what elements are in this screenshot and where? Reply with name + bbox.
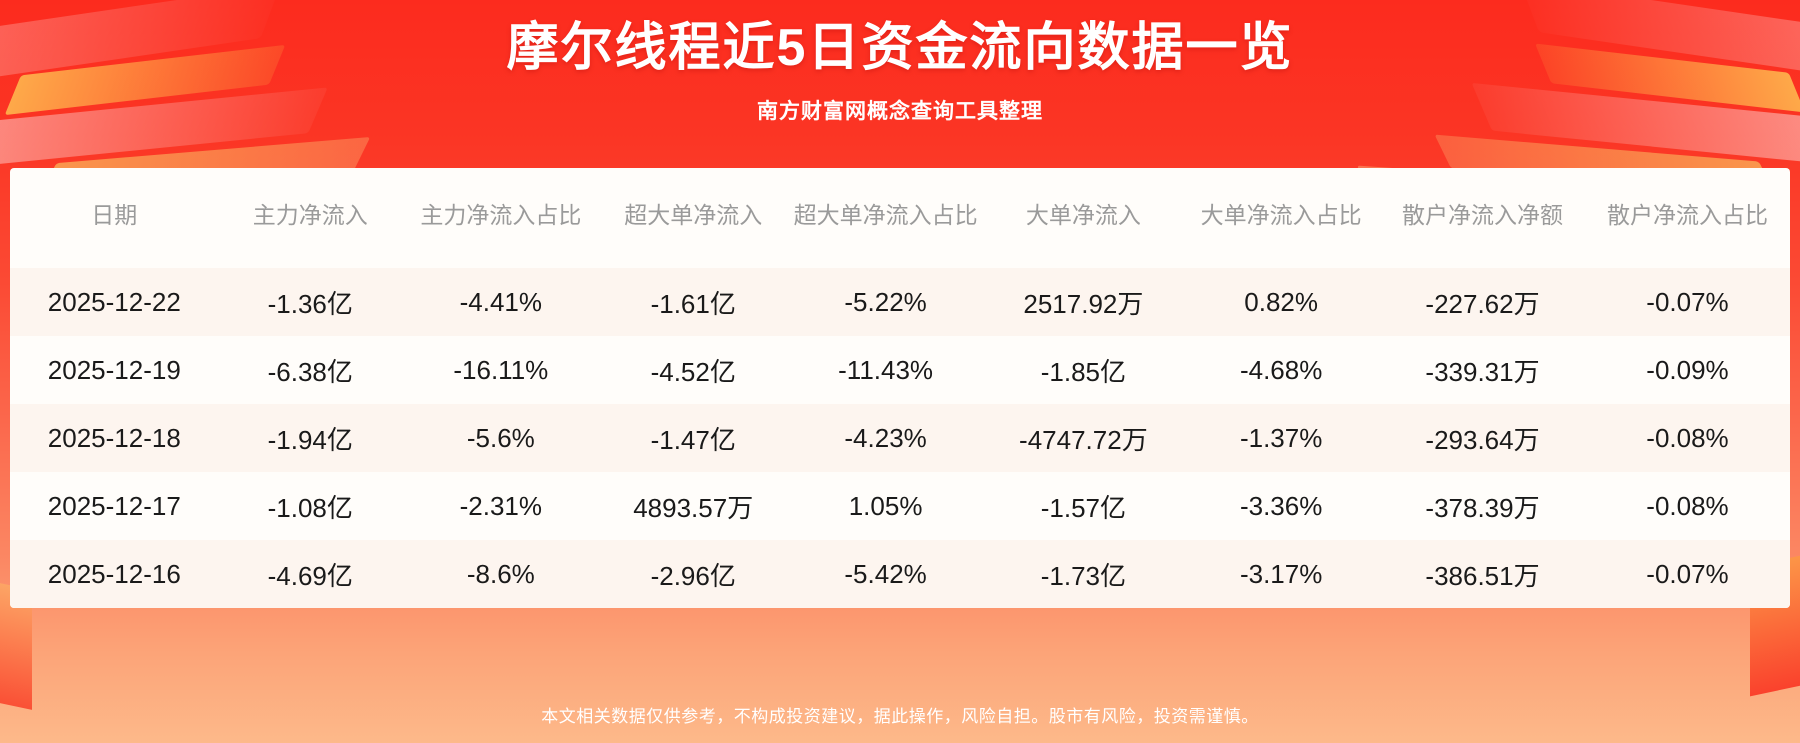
disclaimer-text: 本文相关数据仅供参考，不构成投资建议，据此操作，风险自担。股市有风险，投资需谨慎… <box>541 707 1259 726</box>
page-title: 摩尔线程近5日资金流向数据一览 <box>506 19 1294 77</box>
table-row: 2025-12-17 -1.08亿 -2.31% 4893.57万 1.05% … <box>10 472 1790 540</box>
cell-large-net-inflow: -1.73亿 <box>984 540 1183 608</box>
column-header-retail-net-inflow-amount: 散户净流入净额 <box>1402 202 1564 229</box>
cell-date: 2025-12-22 <box>10 268 219 336</box>
cell-main-net-inflow: -1.08亿 <box>218 472 402 540</box>
column-header-main-net-inflow: 主力净流入 <box>252 202 368 229</box>
column-header-super-large-net-inflow: 超大单净流入 <box>624 202 763 229</box>
cell-retail-net-inflow-amount: -293.64万 <box>1380 404 1585 472</box>
table-body: 2025-12-22 -1.36亿 -4.41% -1.61亿 -5.22% 2… <box>10 268 1790 608</box>
column-header-date: 日期 <box>91 202 138 229</box>
cell-main-net-inflow: -1.94亿 <box>218 404 402 472</box>
cell-retail-net-inflow-ratio: -0.09% <box>1585 336 1790 404</box>
table-header-row: 日期 主力净流入 主力净流入占比 超大单净流入 超大单净流入占比 大单净流入 大… <box>10 168 1790 268</box>
table-row: 2025-12-18 -1.94亿 -5.6% -1.47亿 -4.23% -4… <box>10 404 1790 472</box>
cell-main-net-inflow: -6.38亿 <box>218 336 402 404</box>
cell-main-net-inflow: -4.69亿 <box>218 540 402 608</box>
cell-large-net-inflow: -4747.72万 <box>984 404 1183 472</box>
page-header: 摩尔线程近5日资金流向数据一览 南方财富网概念查询工具整理 <box>0 0 1800 125</box>
cell-super-large-net-inflow-ratio: -5.42% <box>786 540 985 608</box>
cell-retail-net-inflow-amount: -386.51万 <box>1380 540 1585 608</box>
table-row: 2025-12-19 -6.38亿 -16.11% -4.52亿 -11.43%… <box>10 336 1790 404</box>
column-header-retail-net-inflow-ratio: 散户净流入占比 <box>1607 202 1768 229</box>
cell-super-large-net-inflow: 4893.57万 <box>599 472 787 540</box>
cell-main-net-inflow-ratio: -5.6% <box>401 404 600 472</box>
cell-large-net-inflow-ratio: -3.17% <box>1182 540 1381 608</box>
cell-date: 2025-12-18 <box>10 404 219 472</box>
cell-retail-net-inflow-ratio: -0.08% <box>1585 404 1790 472</box>
cell-large-net-inflow: 2517.92万 <box>984 268 1183 336</box>
cell-retail-net-inflow-amount: -378.39万 <box>1380 472 1585 540</box>
table-row: 2025-12-16 -4.69亿 -8.6% -2.96亿 -5.42% -1… <box>10 540 1790 608</box>
page-subtitle: 南方财富网概念查询工具整理 <box>757 100 1043 124</box>
cell-large-net-inflow: -1.57亿 <box>984 472 1183 540</box>
cell-main-net-inflow-ratio: -8.6% <box>401 540 600 608</box>
cell-retail-net-inflow-ratio: -0.08% <box>1585 472 1790 540</box>
cell-retail-net-inflow-ratio: -0.07% <box>1585 268 1790 336</box>
cell-super-large-net-inflow-ratio: 1.05% <box>786 472 985 540</box>
cell-retail-net-inflow-amount: -339.31万 <box>1380 336 1585 404</box>
data-table-card: 南方财富网 Southmoney.com 日期 主力净流入 主力净流入占比 超大… <box>10 168 1790 608</box>
cell-super-large-net-inflow: -1.47亿 <box>599 404 787 472</box>
cell-retail-net-inflow-ratio: -0.07% <box>1585 540 1790 608</box>
cell-date: 2025-12-16 <box>10 540 219 608</box>
cell-large-net-inflow-ratio: 0.82% <box>1182 268 1381 336</box>
cell-main-net-inflow: -1.36亿 <box>218 268 402 336</box>
cell-main-net-inflow-ratio: -2.31% <box>401 472 600 540</box>
cell-super-large-net-inflow-ratio: -5.22% <box>786 268 985 336</box>
cell-date: 2025-12-17 <box>10 472 219 540</box>
cell-super-large-net-inflow: -1.61亿 <box>599 268 787 336</box>
cell-large-net-inflow-ratio: -1.37% <box>1182 404 1381 472</box>
cell-super-large-net-inflow-ratio: -4.23% <box>786 404 985 472</box>
table-header: 日期 主力净流入 主力净流入占比 超大单净流入 超大单净流入占比 大单净流入 大… <box>10 168 1790 268</box>
table-row: 2025-12-22 -1.36亿 -4.41% -1.61亿 -5.22% 2… <box>10 268 1790 336</box>
cell-retail-net-inflow-amount: -227.62万 <box>1380 268 1585 336</box>
cell-super-large-net-inflow-ratio: -11.43% <box>786 336 985 404</box>
column-header-main-net-inflow-ratio: 主力净流入占比 <box>420 202 582 229</box>
column-header-large-net-inflow: 大单净流入 <box>1025 202 1141 229</box>
column-header-super-large-net-inflow-ratio: 超大单净流入占比 <box>793 202 978 229</box>
cell-super-large-net-inflow: -4.52亿 <box>599 336 787 404</box>
cell-large-net-inflow-ratio: -4.68% <box>1182 336 1381 404</box>
cell-main-net-inflow-ratio: -4.41% <box>401 268 600 336</box>
cell-large-net-inflow-ratio: -3.36% <box>1182 472 1381 540</box>
cell-super-large-net-inflow: -2.96亿 <box>599 540 787 608</box>
column-header-large-net-inflow-ratio: 大单净流入占比 <box>1200 202 1362 229</box>
cell-date: 2025-12-19 <box>10 336 219 404</box>
fund-flow-table: 日期 主力净流入 主力净流入占比 超大单净流入 超大单净流入占比 大单净流入 大… <box>10 168 1790 608</box>
cell-large-net-inflow: -1.85亿 <box>984 336 1183 404</box>
cell-main-net-inflow-ratio: -16.11% <box>401 336 600 404</box>
